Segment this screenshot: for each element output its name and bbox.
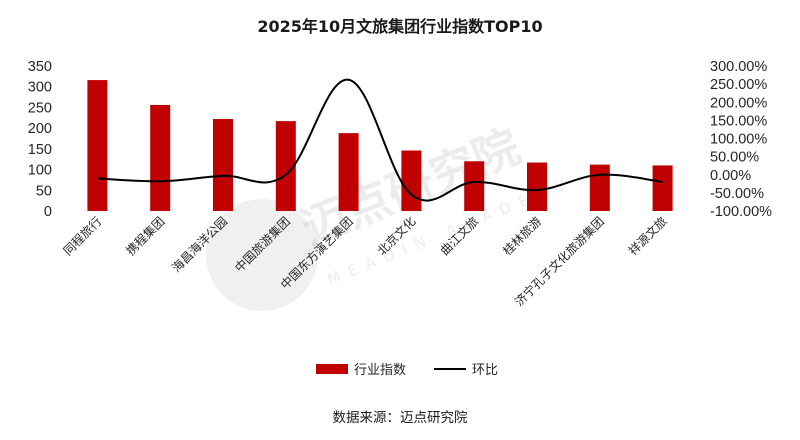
line-path [97,78,663,202]
right-axis-tick-label: 100.00% [710,132,767,148]
category-label: 祥源文旅 [625,214,670,259]
left-axis-tick-label: 0 [44,204,52,220]
legend: 行业指数 环比 [316,363,498,378]
left-axis-tick-label: 300 [28,80,52,96]
bar [527,162,547,211]
legend-line-label: 环比 [472,363,498,378]
bar [401,150,422,211]
bar [150,104,171,211]
bar [338,133,359,211]
watermark-logo-icon [206,199,318,311]
right-axis-tick-label: -50.00% [710,186,764,202]
legend-bar-swatch [316,364,348,374]
right-axis-tick-label: 250.00% [710,77,767,93]
bar [464,161,485,211]
right-axis-tick-label: 150.00% [710,113,767,129]
left-axis-tick-label: 50 [36,183,52,199]
watermark: 迈点研究院 MEADIN ACADEMY [206,119,577,311]
right-axis: -100.00% -50.00% 0.00% 50.00% 100.00% 150.00%… [710,59,772,220]
right-axis-tick-label: 200.00% [710,95,767,111]
chart-title: 2025年10月文旅集团行业指数TOP10 [257,17,542,36]
left-axis-tick-label: 200 [28,121,52,137]
right-axis-tick-label: 0.00% [710,168,751,184]
right-axis-tick-label: 300.00% [710,59,767,75]
right-axis-tick-label: 50.00% [710,150,759,166]
line-series [97,78,663,202]
bar [213,119,233,211]
bar [87,80,108,211]
left-axis-tick-label: 250 [28,100,52,116]
left-axis-tick-label: 150 [28,142,52,158]
left-axis: 0 50 100 150 200 250 300 350 [28,59,52,220]
left-axis-tick-label: 100 [28,163,52,179]
bar [589,164,610,211]
bar [652,165,673,211]
source-note: 数据来源：迈点研究院 [333,410,468,426]
category-label: 桂林旅游 [500,214,545,259]
category-label: 携程集团 [123,214,168,259]
bar [275,121,296,211]
legend-bar-label: 行业指数 [354,363,406,378]
right-axis-tick-label: -100.00% [710,204,772,220]
category-label: 同程旅行 [60,214,105,259]
left-axis-tick-label: 350 [28,59,52,75]
bar-series [87,80,673,211]
